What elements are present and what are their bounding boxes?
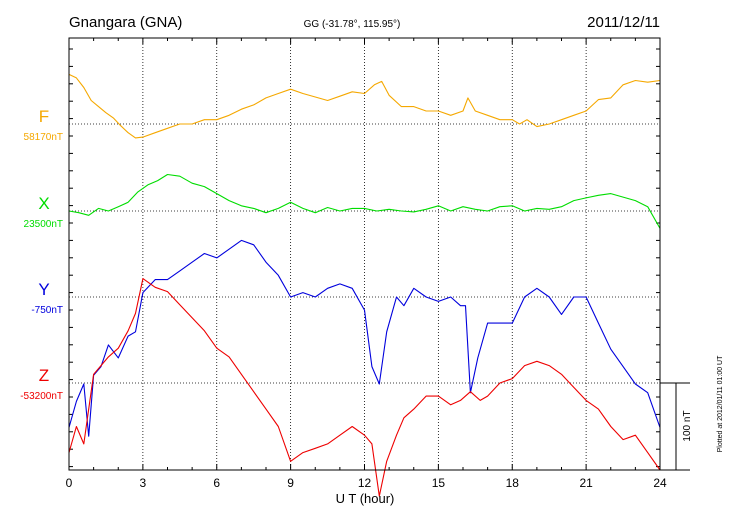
x-tick-label: 6 bbox=[213, 476, 220, 490]
plot-frame bbox=[68, 37, 661, 471]
grid bbox=[69, 38, 660, 470]
channel-letter-z: Z bbox=[39, 366, 49, 385]
channel-letter-f: F bbox=[39, 107, 49, 126]
scale-bar-label: 100 nT bbox=[682, 410, 693, 441]
channel-baseline-f: 58170nT bbox=[24, 132, 63, 143]
series-line-f bbox=[68, 73, 661, 139]
channel-letter-y: Y bbox=[38, 280, 49, 299]
x-tick-label: 3 bbox=[140, 476, 147, 490]
x-tick-label: 24 bbox=[653, 476, 667, 490]
series-line-y bbox=[68, 239, 661, 437]
station-coordinates: GG (-31.78°, 115.95°) bbox=[304, 19, 401, 30]
x-tick-label: 12 bbox=[358, 476, 372, 490]
x-tick-label: 15 bbox=[432, 476, 446, 490]
plotted-timestamp: Plotted at 2012/01/11 01:00 UT bbox=[717, 355, 724, 452]
station-title: Gnangara (GNA) bbox=[69, 14, 182, 31]
series-line-z bbox=[68, 278, 661, 497]
x-tick-label: 0 bbox=[66, 476, 73, 490]
channel-labels: F 58170nT X 23500nT Y -750nT Z -53200nT bbox=[20, 107, 63, 402]
channel-baseline-z: -53200nT bbox=[20, 391, 63, 402]
x-tick-labels: 0 3 6 9 12 15 18 21 24 bbox=[66, 476, 667, 490]
series-lines bbox=[68, 73, 661, 497]
x-tick-label: 9 bbox=[287, 476, 294, 490]
date-label: 2011/12/11 bbox=[587, 14, 660, 31]
x-tick-label: 18 bbox=[506, 476, 520, 490]
channel-baseline-y: -750nT bbox=[31, 305, 63, 316]
x-axis-label: U T (hour) bbox=[336, 491, 395, 506]
scale-bar: 100 nT bbox=[660, 382, 693, 471]
series-line-x bbox=[68, 173, 661, 229]
channel-letter-x: X bbox=[38, 194, 49, 213]
x-tick-label: 21 bbox=[579, 476, 593, 490]
channel-baseline-x: 23500nT bbox=[24, 219, 63, 230]
